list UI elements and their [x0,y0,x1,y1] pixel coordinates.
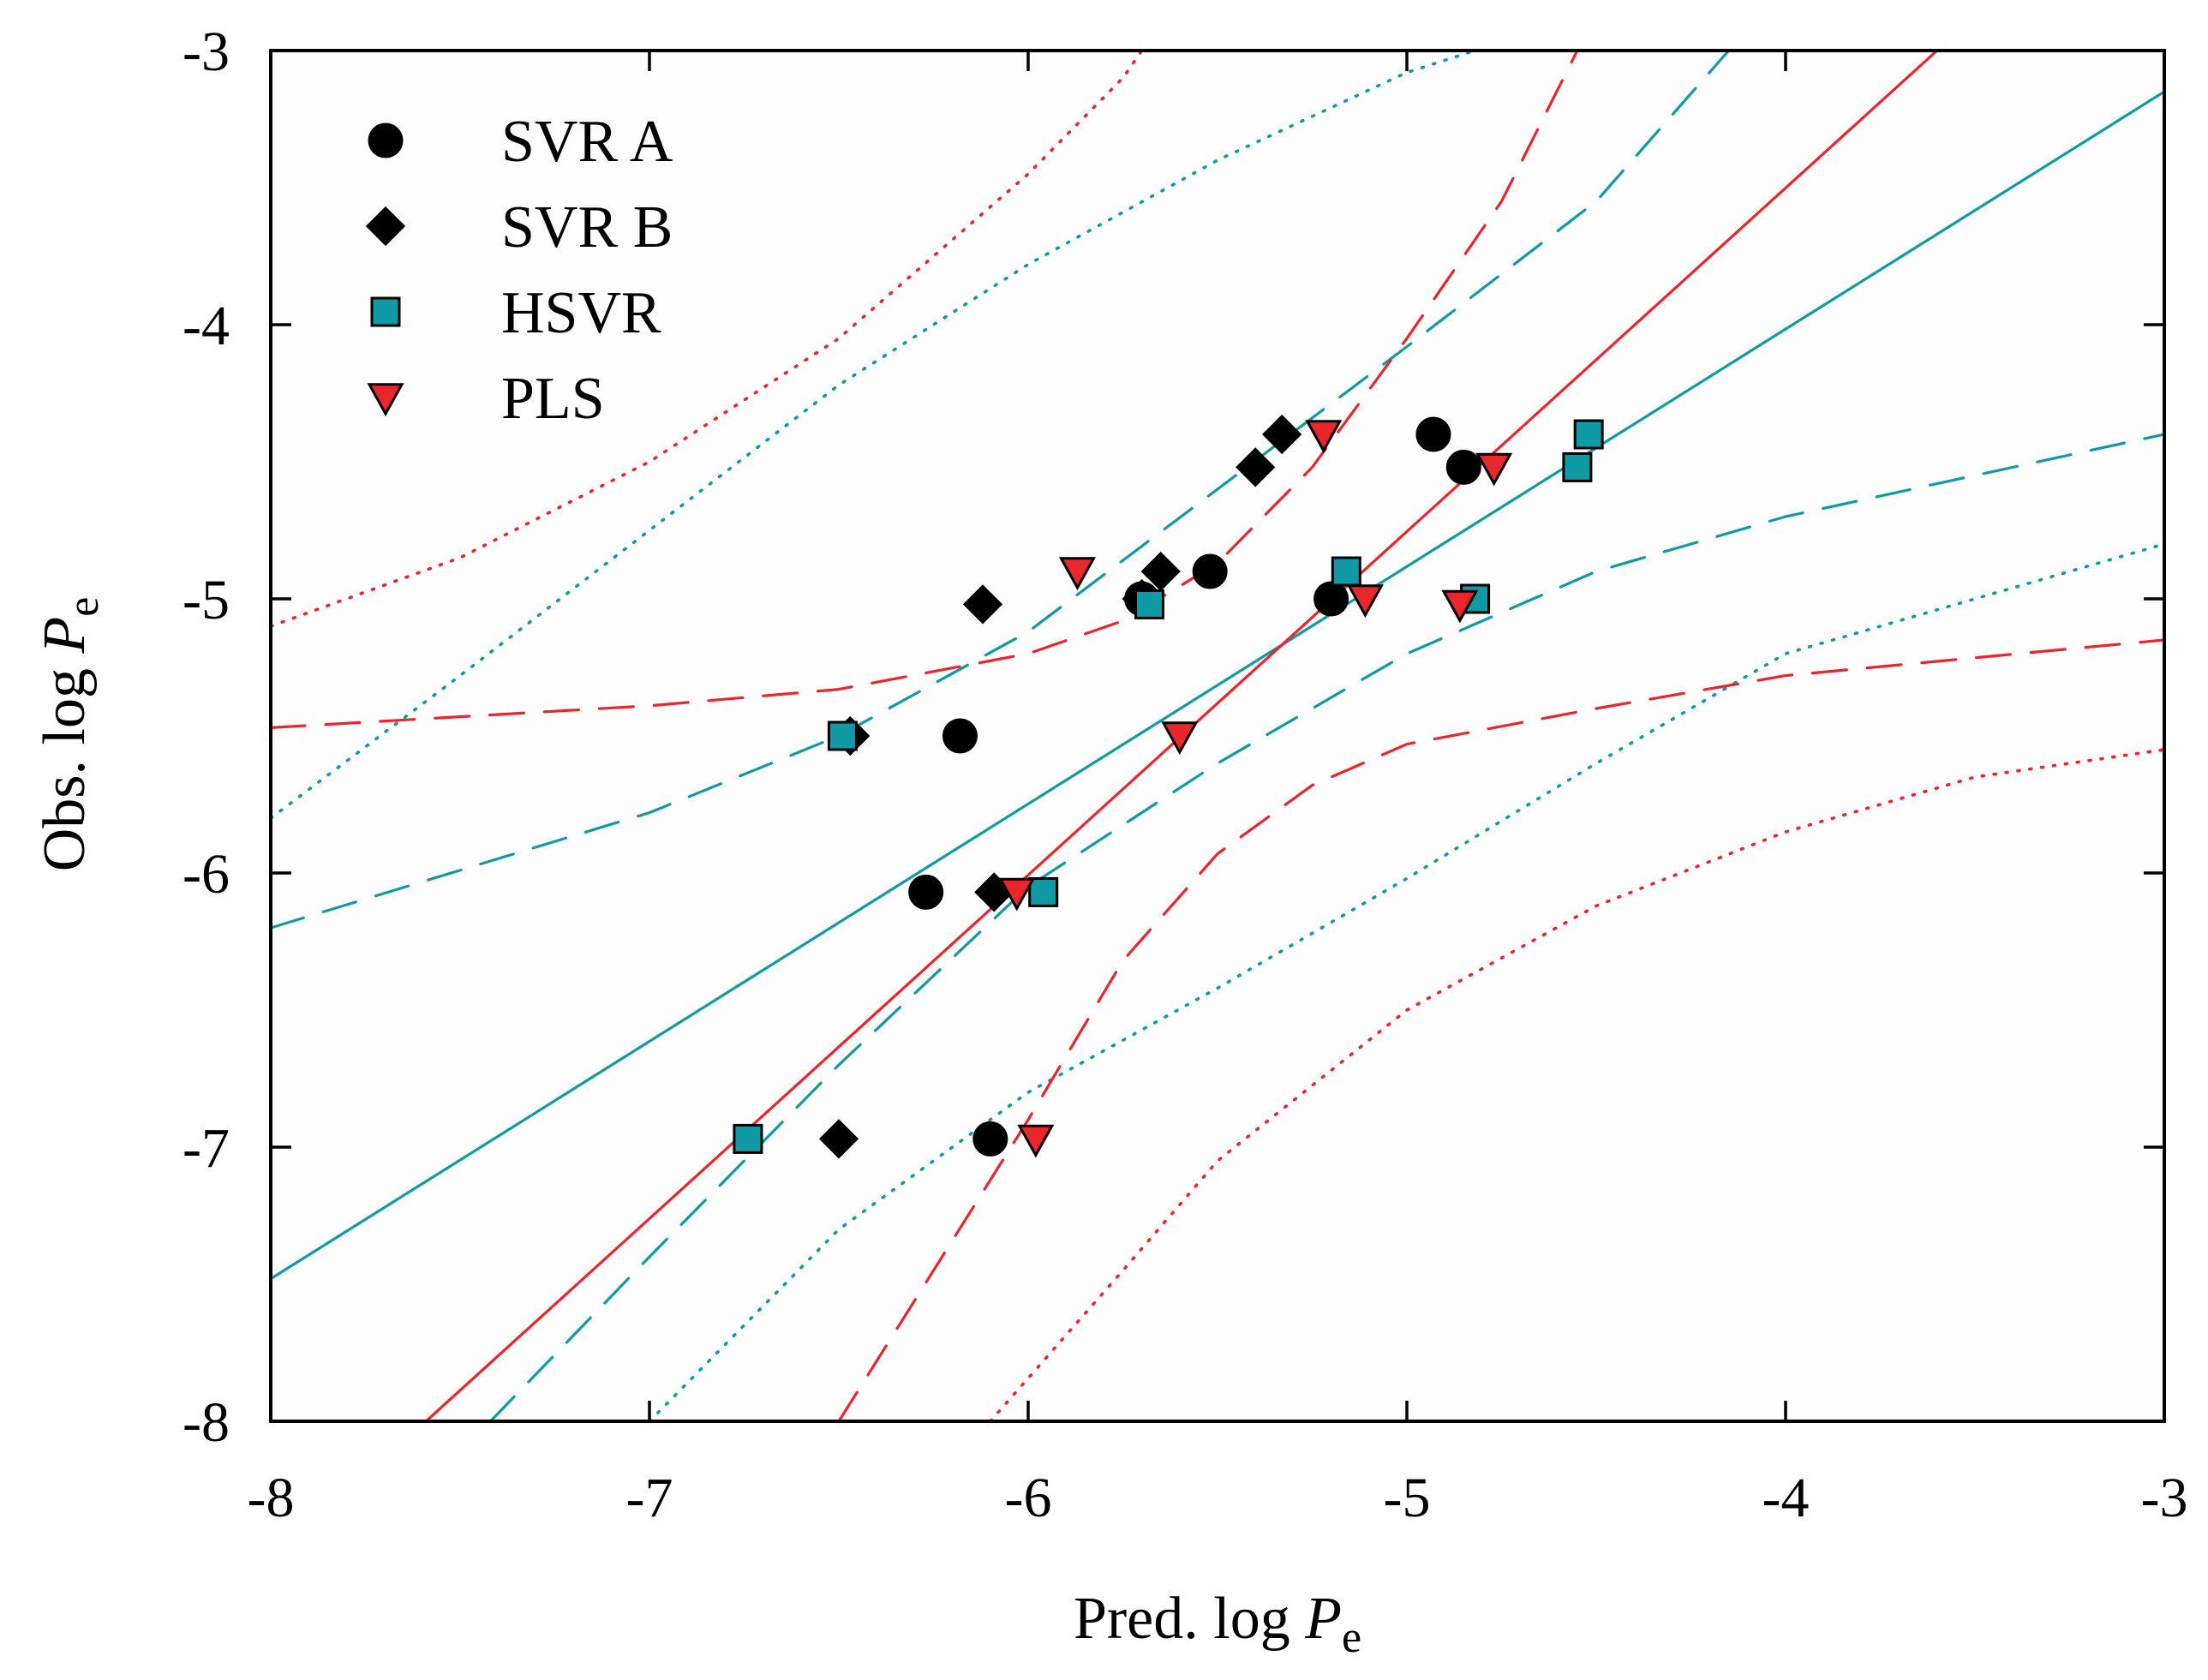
pls-confidence-band-lower [837,638,2164,1421]
hsvr-point [1562,451,1593,482]
plot-frame [269,49,2166,1423]
x-tick-label: -4 [1762,1467,1810,1529]
pls-point [1058,557,1097,591]
x-axis-title-var: P [1304,1586,1342,1652]
hsvr-point [733,1123,763,1154]
y-tick-label: -5 [183,569,230,631]
legend-marker-svr-b [365,206,406,247]
legend-label-svr-b: SVR B [501,194,673,260]
legend-label-hsvr: HSVR [501,280,661,346]
hsvr-confidence-band-upper [271,51,1731,930]
data-points [733,414,1604,1159]
x-axis-title: Pred. log Pe [1074,1586,1361,1662]
pls-prediction-band-lower [989,748,2164,1421]
hsvr-point [1331,556,1361,587]
pls-point [1017,1124,1055,1158]
hsvr-point [1028,876,1059,907]
y-axis-title-main: Obs. log [32,654,98,872]
hsvr-point [1134,589,1164,619]
axis-ticks: -8 -7 -6 -5 -4 -3 -8 -7 -6 -5 -4 -3 [183,21,2187,1529]
hsvr-point [827,720,858,751]
y-tick-label: -7 [183,1117,230,1180]
legend: SVR A SVR B HSVR PLS [365,109,673,432]
svr-a-point [1415,416,1451,452]
hsvr-point [1573,419,1604,450]
svr-a-point [942,718,978,754]
y-axis-title-sub: e [59,597,108,617]
x-tick-label: -6 [1005,1467,1052,1529]
x-axis-title-sub: e [1342,1613,1361,1662]
pls-point [998,877,1036,912]
y-axis-title-var: P [32,617,98,655]
series-pls [998,420,1513,1158]
y-axis-title: Obs. log Pe [32,597,108,872]
svr-a-point [972,1121,1008,1157]
x-tick-label: -3 [2141,1467,2188,1529]
legend-label-pls: PLS [501,366,605,432]
pls-confidence-band-upper [271,51,1579,730]
svr-b-point [818,1119,859,1159]
pls-point [1346,584,1384,619]
y-tick-label: -3 [183,21,230,83]
hsvr-regression-line [271,90,2164,1280]
svr-a-point [1192,553,1228,589]
plot-area [271,51,2164,1421]
y-tick-label: -8 [183,1391,230,1454]
hsvr-prediction-band-lower [648,542,2164,1421]
y-tick-label: -4 [183,295,230,357]
legend-marker-hsvr [370,296,401,327]
pls-point [1475,452,1513,487]
hsvr-confidence-band-lower [488,433,2164,1421]
x-tick-label: -7 [626,1467,673,1529]
svr-a-point [908,874,944,910]
pls-point [1161,721,1199,756]
x-tick-label: -5 [1384,1467,1431,1529]
legend-marker-pls [367,383,404,417]
y-tick-label: -6 [183,843,230,906]
pls-point [1441,589,1479,624]
svr-b-point [962,584,1003,625]
x-axis-title-main: Pred. log [1074,1586,1305,1652]
svr-b-point [1262,414,1302,455]
fit-lines [271,51,2164,1421]
svr-a-point [1445,449,1481,485]
x-tick-label: -8 [248,1467,295,1529]
svr-b-point [1236,447,1276,487]
legend-marker-svr-a [368,123,404,158]
pls-point [1305,420,1343,454]
svr-a-point [1313,581,1349,617]
legend-label-svr-a: SVR A [501,109,673,175]
hsvr-prediction-band-upper [271,51,1477,820]
